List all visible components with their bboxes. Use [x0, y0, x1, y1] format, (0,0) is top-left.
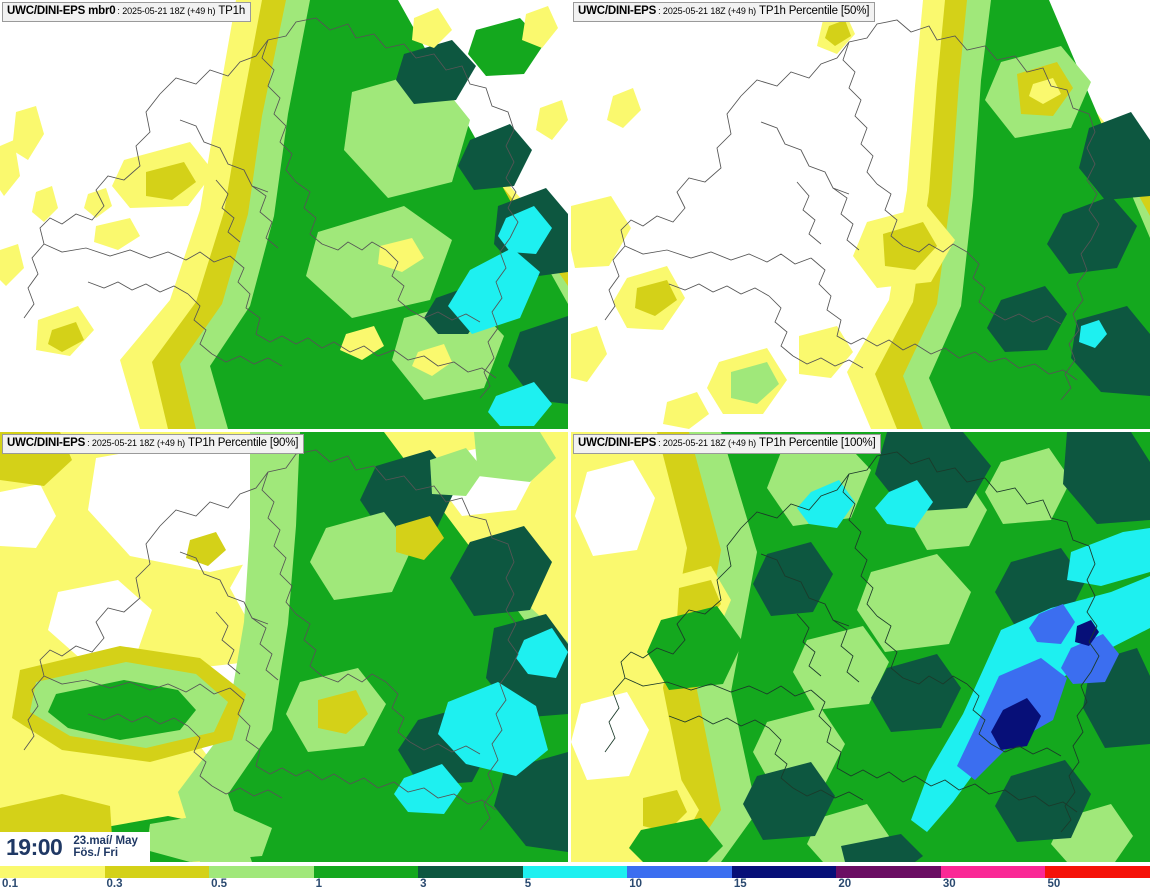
panel-parameter: TP1h Percentile [90%] — [188, 437, 299, 449]
colorbar-segment — [1045, 866, 1150, 878]
colorbar-strip — [0, 866, 1150, 878]
map-percentile-90 — [0, 432, 568, 862]
panel-run-time: : 2025-05-21 18Z (+49 h) — [658, 438, 757, 448]
colorbar-tick: 50 — [1047, 878, 1061, 890]
valid-date-block: 23.maí/ May Fös./ Fri — [73, 835, 138, 860]
panel-label-percentile-100: UWC/DINI-EPS : 2025-05-21 18Z (+49 h) TP… — [573, 434, 882, 454]
colorbar-segment — [940, 866, 1046, 878]
colorbar-tick: 15 — [733, 878, 747, 890]
map-percentile-100 — [571, 432, 1150, 862]
panel-parameter: TP1h Percentile [50%] — [759, 5, 870, 17]
panel-percentile-90[interactable]: UWC/DINI-EPS : 2025-05-21 18Z (+49 h) TP… — [0, 432, 568, 862]
colorbar-tick: 5 — [524, 878, 532, 890]
colorbar-segment — [418, 866, 523, 878]
valid-time-box: 19:00 23.maí/ May Fös./ Fri — [0, 832, 150, 862]
colorbar-tick: 0.1 — [2, 878, 18, 890]
panel-model-name: UWC/DINI-EPS mbr0 — [7, 5, 116, 17]
valid-time-clock: 19:00 — [6, 833, 63, 860]
panel-label-mbr0: UWC/DINI-EPS mbr0 : 2025-05-21 18Z (+49 … — [2, 2, 252, 22]
panel-run-time: : 2025-05-21 18Z (+49 h) — [87, 438, 186, 448]
colorbar-tick: 1 — [315, 878, 323, 890]
colorbar-segment — [209, 866, 314, 878]
panel-percentile-100[interactable]: UWC/DINI-EPS : 2025-05-21 18Z (+49 h) TP… — [571, 432, 1150, 862]
colorbar-tick: 20 — [838, 878, 852, 890]
panel-label-percentile-90: UWC/DINI-EPS : 2025-05-21 18Z (+49 h) TP… — [2, 434, 305, 454]
panel-label-percentile-50: UWC/DINI-EPS : 2025-05-21 18Z (+49 h) TP… — [573, 2, 876, 22]
map-percentile-50 — [571, 0, 1150, 429]
panel-run-time: : 2025-05-21 18Z (+49 h) — [658, 6, 757, 16]
colorbar-segment — [313, 866, 419, 878]
colorbar-tick: 3 — [420, 878, 427, 890]
colorbar-segment — [522, 866, 628, 878]
valid-date: 23.maí/ May — [73, 834, 138, 847]
colorbar-segment — [0, 866, 105, 878]
panel-mbr0[interactable]: UWC/DINI-EPS mbr0 : 2025-05-21 18Z (+49 … — [0, 0, 568, 429]
panel-parameter: TP1h — [218, 5, 246, 17]
panel-model-name: UWC/DINI-EPS — [578, 5, 657, 17]
colorbar-segment — [627, 866, 732, 878]
panel-percentile-50[interactable]: UWC/DINI-EPS : 2025-05-21 18Z (+49 h) TP… — [571, 0, 1150, 429]
panel-grid: UWC/DINI-EPS mbr0 : 2025-05-21 18Z (+49 … — [0, 0, 1150, 862]
colorbar-tick: 10 — [629, 878, 643, 890]
colorbar[interactable]: 0.1 0.3 0.5 1 3 5 10 15 20 30 50 — [0, 862, 1150, 891]
colorbar-tick: 30 — [942, 878, 956, 890]
map-mbr0 — [0, 0, 568, 429]
valid-weekday: Fös./ Fri — [73, 847, 119, 859]
colorbar-segment — [731, 866, 837, 878]
colorbar-tick: 0.3 — [106, 878, 123, 890]
panel-run-time: : 2025-05-21 18Z (+49 h) — [117, 6, 216, 16]
colorbar-tick-labels: 0.1 0.3 0.5 1 3 5 10 15 20 30 50 — [0, 878, 1150, 891]
colorbar-segment — [104, 866, 210, 878]
panel-model-name: UWC/DINI-EPS — [7, 437, 86, 449]
panel-parameter: TP1h Percentile [100%] — [759, 437, 876, 449]
colorbar-segment — [836, 866, 941, 878]
colorbar-tick: 0.5 — [211, 878, 228, 890]
panel-model-name: UWC/DINI-EPS — [578, 437, 657, 449]
